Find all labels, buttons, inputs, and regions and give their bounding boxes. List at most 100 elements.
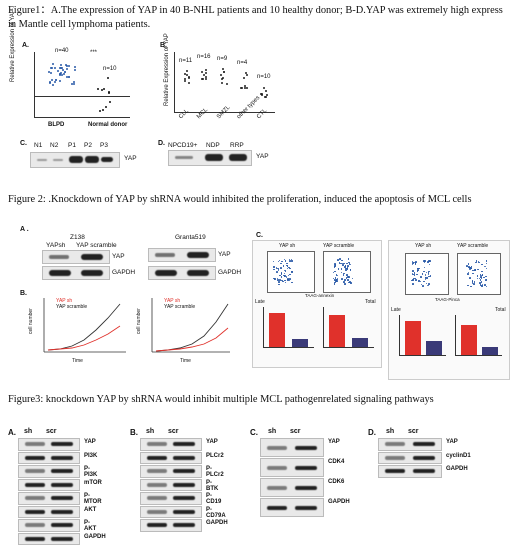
protein-label: YAP <box>124 155 137 162</box>
facs-event <box>337 259 339 261</box>
facs-event <box>424 260 426 262</box>
x-axis-label: Time <box>180 358 191 364</box>
group-point <box>221 78 223 80</box>
facs-plot <box>457 253 501 295</box>
blot-strip <box>378 438 442 451</box>
y-axis-label: cell number <box>136 308 142 334</box>
facs-event <box>417 269 419 271</box>
group-point <box>186 70 188 72</box>
group-point <box>201 78 203 80</box>
protein-label: GAPDH <box>84 534 106 540</box>
blot-strip <box>168 150 252 166</box>
facs-plot <box>405 253 449 295</box>
fig2-panel-c: C. YAP sh YAP scramble TAAG-annexin Late… <box>248 230 510 380</box>
protein-label: P-PLCr2 <box>206 466 224 478</box>
facs-event <box>412 283 414 285</box>
facs-event <box>468 263 470 265</box>
facs-event <box>423 281 425 283</box>
facs-event <box>284 273 286 275</box>
scatter-point <box>64 71 66 73</box>
n-label: n=4 <box>237 60 247 66</box>
legend-scramble: YAP scramble <box>56 304 87 310</box>
facs-event <box>273 269 275 271</box>
facs-event <box>286 263 288 265</box>
scatter-point <box>50 72 52 74</box>
flow-title: YAP scramble <box>323 243 354 249</box>
blot-strip <box>18 519 80 532</box>
facs-event <box>481 277 483 279</box>
blot-strip <box>18 533 80 545</box>
facs-event <box>273 261 275 263</box>
blot-strip <box>260 498 324 517</box>
facs-event <box>292 260 294 262</box>
lane-label: RRP <box>230 142 244 149</box>
panel-label: C. <box>250 428 258 437</box>
facs-event <box>470 286 472 288</box>
blot-strip <box>18 438 80 451</box>
facs-event <box>415 263 417 265</box>
facs-event <box>426 272 428 274</box>
group-point <box>186 74 188 76</box>
facs-event <box>416 274 418 276</box>
lane-label: N2 <box>50 142 58 149</box>
protein-label: P-AKT <box>84 520 96 532</box>
facs-event <box>291 260 293 262</box>
scatter-point <box>73 81 75 83</box>
blot-strip <box>140 506 202 519</box>
protein-label: YAP <box>256 153 269 160</box>
scatter-point <box>68 65 70 67</box>
facs-event <box>341 278 343 280</box>
panel-label: B. <box>20 290 27 297</box>
facs-event <box>289 268 291 270</box>
y-axis-label: Relative Expression of YAP <box>164 33 170 106</box>
blot-strip <box>140 438 202 451</box>
facs-event <box>428 272 430 274</box>
bar-chart <box>399 315 446 356</box>
facs-event <box>477 275 479 277</box>
facs-event <box>481 264 483 266</box>
group-point <box>246 87 248 89</box>
blot-gapdh <box>42 266 110 280</box>
facs-event <box>287 268 289 270</box>
facs-event <box>276 271 278 273</box>
y-axis-label: Relative Expression of YAP <box>10 9 16 82</box>
protein-label: GAPDH <box>328 499 350 505</box>
facs-event <box>336 274 338 276</box>
total-label: Total <box>365 299 376 305</box>
facs-event <box>286 265 288 267</box>
scatter-point <box>66 68 68 70</box>
scatter-point <box>54 67 56 69</box>
protein-label: YAP <box>446 439 458 445</box>
facs-event <box>417 268 419 270</box>
protein-label: P-MTOR <box>84 493 102 505</box>
facs-event <box>426 278 428 280</box>
facs-event <box>283 265 285 267</box>
scatter-point <box>49 82 51 84</box>
scatter-point <box>59 80 61 82</box>
blot-yap <box>42 250 110 264</box>
lane-label-sh: sh <box>386 428 394 435</box>
protein-label: YAP <box>218 251 231 258</box>
protein-label: YAP <box>84 439 96 445</box>
bar-chart <box>263 307 314 348</box>
facs-event <box>424 267 426 269</box>
facs-event <box>281 280 283 282</box>
group-point <box>205 78 207 80</box>
facs-event <box>427 285 429 287</box>
group-point <box>226 83 228 85</box>
protein-label: P-PI3K <box>84 466 97 478</box>
facs-event <box>352 278 354 280</box>
protein-label: P-CD79A <box>206 507 226 519</box>
scatter-point <box>63 73 65 75</box>
protein-label: P-CD19 <box>206 493 221 505</box>
protein-label: GAPDH <box>206 520 228 526</box>
legend-scramble: YAP scramble <box>164 304 195 310</box>
scatter-point <box>55 79 57 81</box>
blot-strip <box>18 465 80 478</box>
scatter-point <box>68 76 70 78</box>
lane-label-scr: scr <box>46 428 57 435</box>
facs-event <box>341 272 343 274</box>
lane-label-scr: scr <box>408 428 419 435</box>
lane-label-scr: scr <box>168 428 179 435</box>
scatter-point <box>107 77 109 79</box>
